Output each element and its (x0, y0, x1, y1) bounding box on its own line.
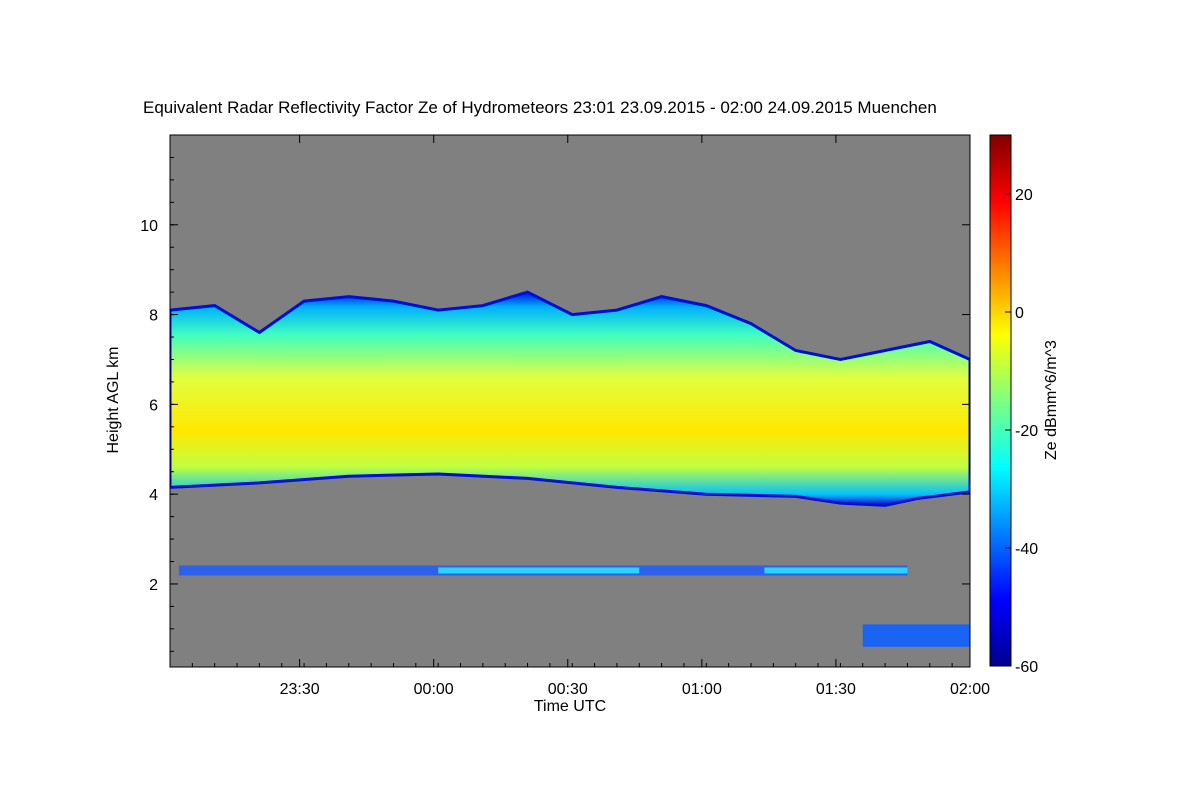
x-tick: 00:30 (548, 135, 588, 698)
x-tick: 02:00 (950, 135, 990, 698)
x-tick-label: 01:30 (816, 681, 856, 698)
plot-area (169, 134, 971, 668)
x-tick: 23:30 (280, 135, 320, 698)
colorbar-tick: -40 (1005, 541, 1038, 558)
colorbar-scale (989, 134, 1012, 667)
x-tick: 01:30 (816, 135, 856, 698)
x-tick-label: 00:00 (414, 681, 454, 698)
plot-frame (169, 134, 971, 668)
y-tick-label: 10 (140, 218, 158, 235)
x-tick-label: 23:30 (280, 681, 320, 698)
y-tick-label: 4 (149, 487, 158, 504)
x-tick: 01:00 (682, 135, 722, 698)
colorbar-tick-label: -40 (1015, 541, 1038, 558)
y-tick-label: 2 (149, 577, 158, 594)
x-axis: 23:30 00:00 00:30 01:00 01:30 02:00 (169, 135, 990, 698)
cloud-band (170, 290, 970, 507)
colorbar-tick-label: 20 (1015, 187, 1033, 204)
x-axis-label: Time UTC (533, 698, 607, 715)
x-tick-label: 02:00 (950, 681, 990, 698)
colorbar-tick: -20 (1005, 423, 1038, 440)
near-surface-echo (862, 624, 970, 647)
x-tick-label: 00:30 (548, 681, 588, 698)
chart-title: Equivalent Radar Reflectivity Factor Ze … (143, 98, 937, 117)
y-tick-label: 8 (149, 308, 158, 325)
colorbar-tick-label: -20 (1015, 423, 1038, 440)
colorbar-tick-label: -60 (1015, 659, 1038, 676)
colorbar-tick: -60 (1005, 659, 1038, 676)
y-axis: 2 4 6 8 10 (140, 156, 970, 652)
x-tick: 00:00 (414, 135, 454, 698)
colorbar-tick: 0 (1005, 305, 1024, 322)
y-tick-label: 6 (149, 397, 158, 414)
echo-layer (170, 290, 970, 647)
colorbar-tick-label: 0 (1015, 305, 1024, 322)
colorbar-tick: 20 (1005, 187, 1033, 204)
low-layer-core (764, 567, 908, 574)
colorbar: -60 -40 -20 0 20 (989, 134, 1038, 676)
x-tick-label: 01:00 (682, 681, 722, 698)
low-layer-core (438, 567, 640, 574)
